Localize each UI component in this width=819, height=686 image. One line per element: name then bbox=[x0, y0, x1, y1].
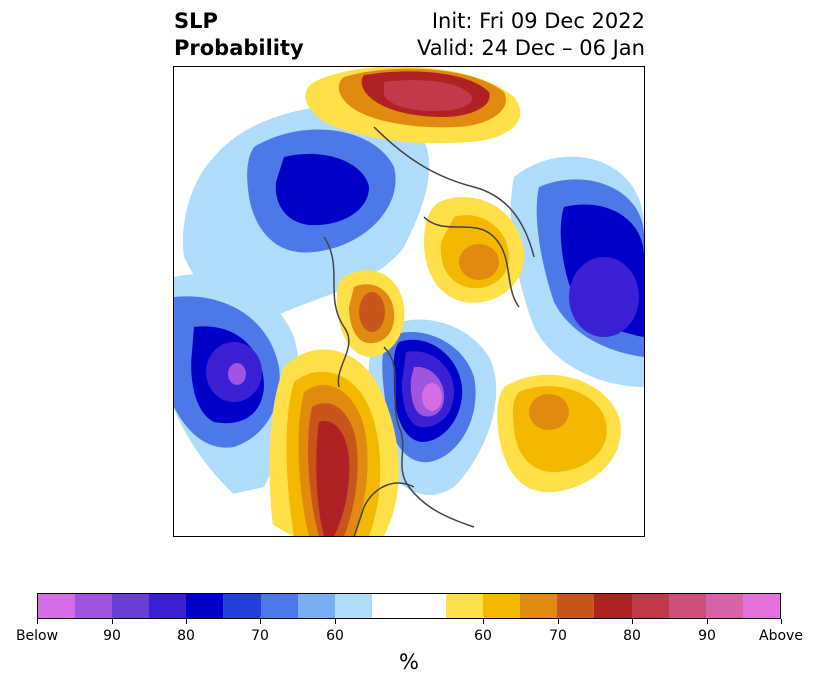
map-title-right: Init: Fri 09 Dec 2022 Valid: 24 Dec – 06… bbox=[417, 8, 645, 62]
colorbar-tick-label: 80 bbox=[623, 628, 641, 644]
colorbar-cell bbox=[520, 594, 558, 618]
colorbar-tick-mark bbox=[706, 619, 708, 624]
colorbar-cell bbox=[112, 594, 150, 618]
colorbar-tick-label: Above bbox=[759, 628, 803, 644]
alaska-high bbox=[336, 270, 405, 357]
colorbar-cell bbox=[668, 594, 706, 618]
siberia-low bbox=[183, 105, 430, 323]
colorbar bbox=[37, 593, 781, 619]
colorbar-tick-label: 90 bbox=[103, 628, 121, 644]
colorbar-cell bbox=[38, 594, 76, 618]
colorbar-units: % bbox=[399, 650, 419, 674]
colorbar-cell bbox=[371, 594, 447, 618]
title-type: Probability bbox=[174, 36, 304, 60]
colorbar-tick-label: 60 bbox=[474, 628, 492, 644]
colorbar-tick-label: 70 bbox=[251, 628, 269, 644]
arctic-high bbox=[305, 67, 521, 144]
colorbar-tick-label: 60 bbox=[326, 628, 344, 644]
colorbar-cell bbox=[186, 594, 224, 618]
colorbar-tick-mark bbox=[185, 619, 187, 624]
colorbar-cell bbox=[483, 594, 521, 618]
map-panel bbox=[173, 66, 645, 537]
colorbar-tick-mark bbox=[482, 619, 484, 624]
colorbar-cell bbox=[594, 594, 632, 618]
map-title-left: SLP Probability bbox=[174, 8, 304, 62]
colorbar-tick-mark bbox=[334, 619, 336, 624]
colorbar-cell bbox=[75, 594, 113, 618]
colorbar-cell bbox=[297, 594, 335, 618]
coastlines bbox=[323, 126, 535, 536]
colorbar-tick-mark bbox=[36, 619, 38, 624]
colorbar-tick-label: 80 bbox=[177, 628, 195, 644]
probability-map bbox=[174, 67, 644, 536]
colorbar-tick-label: 90 bbox=[698, 628, 716, 644]
colorbar-cell bbox=[631, 594, 669, 618]
colorbar-tick-mark bbox=[631, 619, 633, 624]
title-valid: Valid: 24 Dec – 06 Jan bbox=[416, 36, 645, 60]
western-us-high bbox=[269, 349, 399, 536]
colorbar-cell bbox=[705, 594, 743, 618]
scandinavia-high bbox=[424, 197, 525, 303]
title-init: Init: Fri 09 Dec 2022 bbox=[431, 9, 645, 33]
colorbar-cell bbox=[334, 594, 372, 618]
title-variable: SLP bbox=[174, 9, 218, 33]
colorbar-tick-label: 70 bbox=[549, 628, 567, 644]
hudson-bay-low bbox=[368, 319, 497, 495]
hemisphere-mask bbox=[174, 67, 644, 536]
colorbar-tick-mark bbox=[557, 619, 559, 624]
mid-atlantic-high bbox=[497, 374, 621, 493]
colorbar-tick-label: Below bbox=[15, 628, 59, 644]
colorbar-cell bbox=[149, 594, 187, 618]
colorbar-cell bbox=[223, 594, 261, 618]
colorbar-tick-mark bbox=[111, 619, 113, 624]
north-pacific-low bbox=[174, 274, 299, 507]
colorbar-cell bbox=[742, 594, 780, 618]
colorbar-cell bbox=[557, 594, 595, 618]
colorbar-cell bbox=[446, 594, 484, 618]
colorbar-tick-mark bbox=[780, 619, 782, 624]
colorbar-tick-mark bbox=[259, 619, 261, 624]
north-atlantic-low bbox=[510, 156, 644, 387]
colorbar-cell bbox=[260, 594, 298, 618]
